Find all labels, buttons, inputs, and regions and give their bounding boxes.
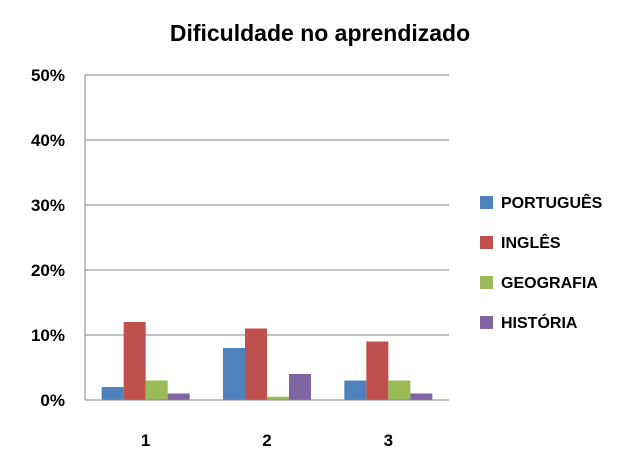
axes <box>84 75 449 401</box>
x-tick-label: 3 <box>384 431 393 450</box>
bar-história-2 <box>289 374 311 400</box>
bar-inglês-2 <box>245 328 267 400</box>
legend-label: PORTUGUÊS <box>501 193 603 212</box>
y-tick-label: 40% <box>31 131 65 150</box>
bar-português-2 <box>223 348 245 400</box>
legend-swatch <box>480 276 493 289</box>
gridlines <box>85 74 449 336</box>
y-tick-label: 0% <box>40 391 65 410</box>
x-axis-tick-labels: 1 2 3 <box>141 431 393 450</box>
x-tick-label: 2 <box>262 431 271 450</box>
bar-português-3 <box>344 380 367 400</box>
bar-português-1 <box>101 387 124 400</box>
bar-geografia-2 <box>267 396 289 400</box>
legend-label: HISTÓRIA <box>501 313 578 332</box>
legend-swatch <box>480 316 493 329</box>
bar-geografia-3 <box>388 380 411 400</box>
y-tick-label: 10% <box>31 326 65 345</box>
legend-swatch <box>480 236 493 249</box>
legend-label: INGLÊS <box>501 233 561 252</box>
bar-geografia-1 <box>145 380 168 400</box>
bar-inglês-3 <box>366 341 389 400</box>
legend-swatch <box>480 196 493 209</box>
y-tick-label: 30% <box>31 196 65 215</box>
x-tick-label: 1 <box>141 431 150 450</box>
bars <box>101 322 433 400</box>
y-tick-label: 20% <box>31 261 65 280</box>
y-tick-label: 50% <box>31 66 65 85</box>
bar-história-1 <box>167 393 190 400</box>
bar-inglês-1 <box>123 322 146 400</box>
y-axis-tick-labels: 0% 10% 20% 30% 40% 50% <box>31 66 65 410</box>
legend: PORTUGUÊS INGLÊS GEOGRAFIA HISTÓRIA <box>480 193 603 332</box>
bar-história-3 <box>410 393 433 400</box>
chart-title: Dificuldade no aprendizado <box>169 20 471 46</box>
legend-label: GEOGRAFIA <box>501 275 598 292</box>
